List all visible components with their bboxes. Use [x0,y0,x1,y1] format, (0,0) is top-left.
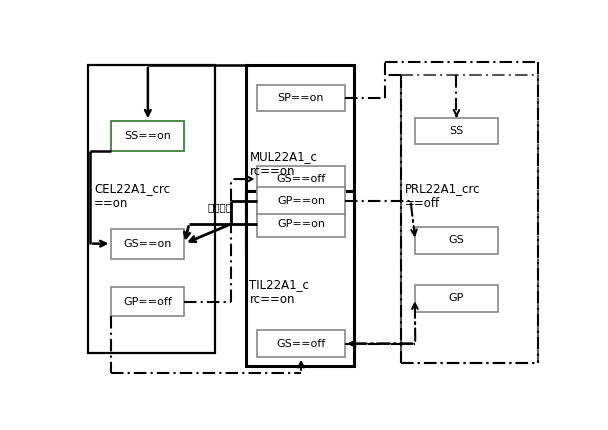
Text: GS==off: GS==off [277,339,326,349]
Bar [246,65,354,250]
Text: SS: SS [449,126,464,136]
Text: SP==on: SP==on [278,93,324,103]
Text: GP==off: GP==off [123,297,172,307]
Text: TIL22A1_c
rc==on: TIL22A1_c rc==on [249,278,309,306]
Bar [246,190,354,366]
Bar [415,285,498,311]
Bar [401,75,538,363]
Text: GP==on: GP==on [277,196,325,206]
Text: GS: GS [449,235,465,246]
Text: SS==on: SS==on [125,131,171,141]
Bar [88,65,215,353]
Bar [257,187,345,214]
Bar [257,166,345,192]
Text: GS==off: GS==off [277,174,326,184]
Bar [111,229,184,258]
Bar [257,85,345,111]
Text: GP: GP [449,293,464,303]
Bar [111,121,184,151]
Text: CEL22A1_crc
==on: CEL22A1_crc ==on [94,181,170,210]
Bar [415,227,498,254]
Bar [257,211,345,237]
Bar [415,118,498,144]
Bar [257,330,345,357]
Text: PRL22A1_crc
==off: PRL22A1_crc ==off [405,181,480,210]
Text: GP==on: GP==on [277,219,325,229]
Bar [111,287,184,316]
Text: 远方复归: 远方复归 [207,202,232,212]
Text: MUL22A1_c
rc==on: MUL22A1_c rc==on [249,150,317,178]
Text: GS==on: GS==on [123,239,172,249]
